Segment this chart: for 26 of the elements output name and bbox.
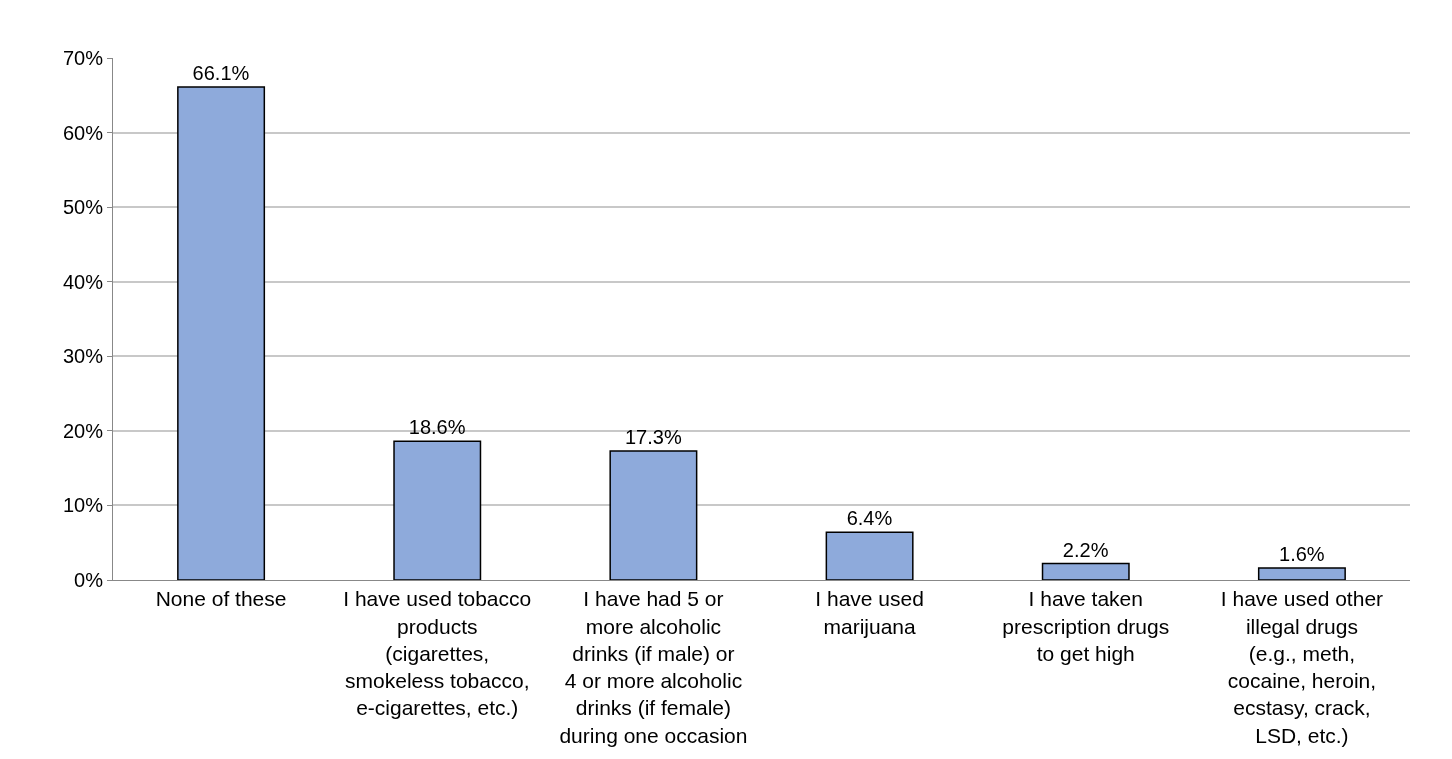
bar: [825, 531, 914, 580]
x-tick-label: I have used other illegal drugs (e.g., meth, cocaine, heroin, ecstasy, crack, LSD, etc.): [1220, 587, 1384, 747]
x-tick-label: None of these: [155, 587, 287, 611]
bar: [393, 440, 482, 580]
data-label: 18.6%: [408, 416, 466, 439]
data-label: 1.6%: [1279, 543, 1325, 566]
data-label: 6.4%: [846, 507, 893, 530]
data-label: 17.3%: [624, 425, 682, 448]
y-tick-label: 70%: [62, 47, 104, 69]
y-tick-label: 30%: [62, 345, 104, 368]
x-tick-label: I have used tobacco products (cigarettes, smokeless tobacco, e-cigarettes, etc.): [343, 587, 532, 720]
bar: [1041, 562, 1130, 580]
x-tick-label: I have had 5 or more alcoholic drinks (if male) or 4 or more alcoholic drinks (if female) during one occasion: [559, 587, 748, 747]
data-label: 2.2%: [1062, 538, 1109, 561]
y-tick-label: 10%: [62, 494, 104, 517]
bar: [1257, 567, 1346, 580]
y-tick-label: 40%: [62, 270, 104, 293]
x-tick-label: I have taken prescription drugs to get high: [1002, 587, 1170, 665]
bar: [609, 450, 698, 580]
y-tick-label: 20%: [62, 419, 104, 442]
x-tick-label: I have used marijuana: [815, 587, 924, 638]
data-label: 66.1%: [192, 62, 250, 85]
bar: [177, 86, 266, 580]
y-tick-label: 0%: [74, 569, 104, 591]
y-tick-label: 60%: [62, 121, 104, 144]
y-tick-label: 50%: [62, 196, 104, 219]
